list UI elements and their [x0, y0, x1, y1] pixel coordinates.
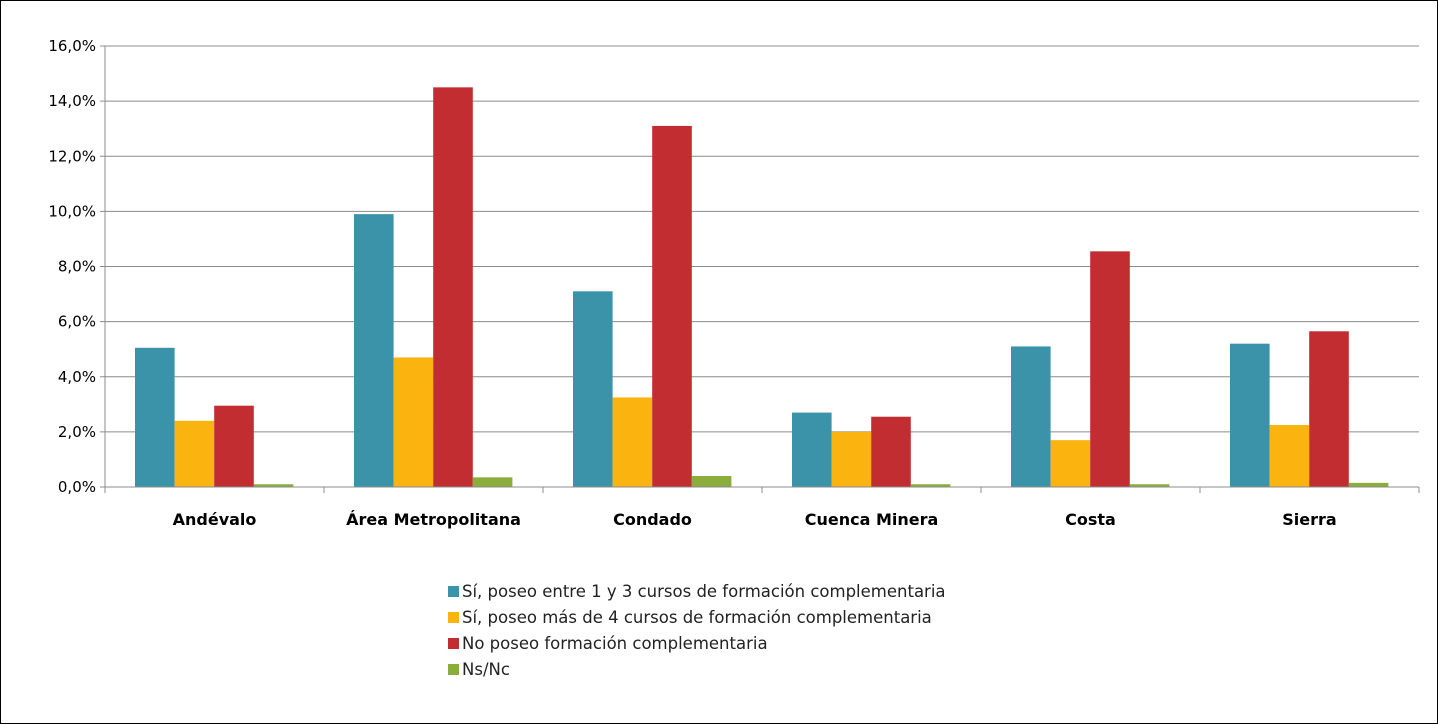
legend-swatch [448, 585, 459, 597]
bar [792, 412, 832, 487]
bar [573, 291, 613, 487]
bar [1129, 484, 1170, 487]
y-tick-label: 6,0% [58, 313, 96, 331]
bar [691, 475, 732, 487]
bar [253, 484, 294, 487]
legend-label: Sí, poseo más de 4 cursos de formación c… [462, 607, 932, 627]
bar [214, 405, 254, 487]
category-label: Área Metropolitana [346, 510, 521, 529]
legend-label: No poseo formación complementaria [462, 633, 768, 653]
bar [1230, 343, 1270, 487]
gridlines [105, 45, 1419, 433]
bar [433, 87, 473, 487]
bar [910, 484, 951, 487]
legend-swatch [448, 663, 459, 675]
legend: Sí, poseo entre 1 y 3 cursos de formació… [448, 578, 946, 682]
y-tick-label: 16,0% [48, 37, 96, 55]
bar [174, 420, 215, 487]
bar [612, 397, 653, 487]
category-label: Costa [1065, 510, 1116, 529]
bar [1050, 440, 1091, 487]
bar [652, 125, 692, 488]
bar [831, 431, 872, 487]
category-label: Condado [613, 510, 692, 529]
bar [1011, 346, 1051, 487]
bars [135, 87, 1389, 488]
category-labels: Andévalo Área Metropolitana Condado Cuenca … [173, 510, 1337, 529]
bar [871, 416, 911, 487]
legend-label: Ns/Nc [462, 659, 510, 679]
legend-item: Ns/Nc [448, 656, 946, 682]
legend-item: Sí, poseo entre 1 y 3 cursos de formació… [448, 578, 946, 604]
y-tick-label: 14,0% [48, 92, 96, 110]
legend-item: No poseo formación complementaria [448, 630, 946, 656]
category-label: Cuenca Minera [805, 510, 939, 529]
legend-swatch [448, 611, 459, 623]
legend-item: Sí, poseo más de 4 cursos de formación c… [448, 604, 946, 630]
y-tick-label: 8,0% [58, 258, 96, 276]
category-label: Andévalo [173, 510, 257, 529]
y-axis-ticks: 0,0% 2,0% 4,0% 6,0% 8,0% 10,0% 12,0% 14,0% 16,0% [48, 37, 105, 496]
legend-swatch [448, 637, 459, 649]
y-tick-label: 0,0% [58, 478, 96, 496]
category-label: Sierra [1282, 510, 1336, 529]
bar [1348, 482, 1389, 487]
bar [393, 357, 434, 487]
y-tick-label: 2,0% [58, 423, 96, 441]
x-axis [104, 46, 1420, 493]
bar [354, 214, 394, 487]
y-tick-label: 4,0% [58, 368, 96, 386]
y-tick-label: 10,0% [48, 202, 96, 220]
bar [1269, 424, 1310, 487]
legend-label: Sí, poseo entre 1 y 3 cursos de formació… [462, 581, 946, 601]
bar [1309, 331, 1349, 487]
bar [472, 477, 513, 487]
bar [1090, 251, 1130, 487]
y-tick-label: 12,0% [48, 147, 96, 165]
bar [135, 347, 175, 487]
